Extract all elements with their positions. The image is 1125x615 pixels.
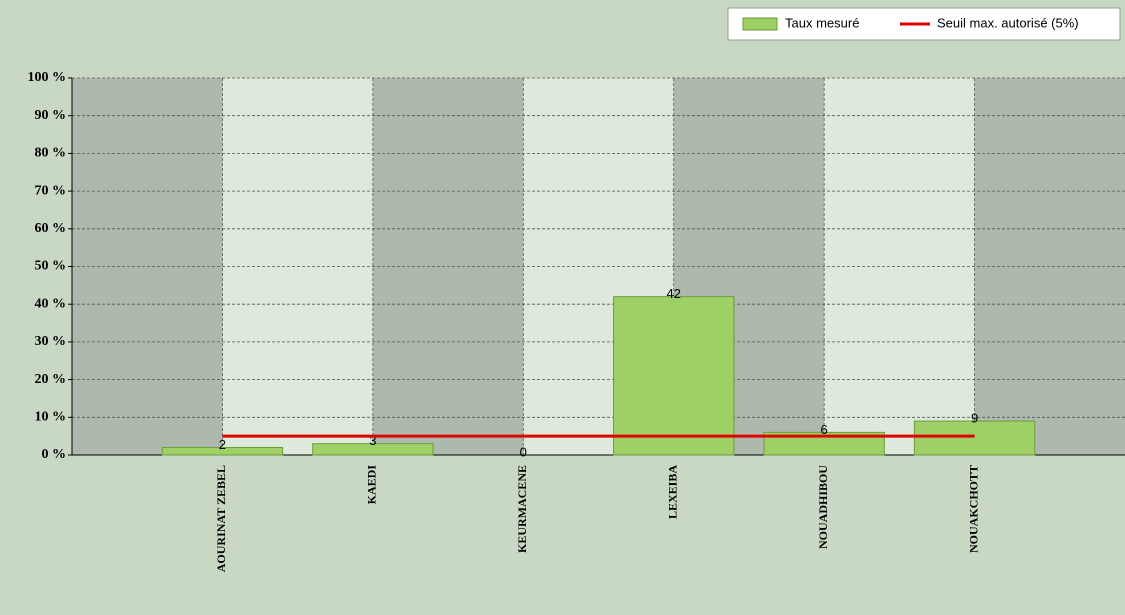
bar [161,446,284,456]
y-tick-label: 30 % [35,334,67,349]
data-label: 3 [369,433,376,448]
y-tick-label: 0 % [42,447,67,462]
x-tick-label: NOUAKCHOTT [966,465,980,553]
x-tick-label: LEXEIBA [665,465,679,519]
data-label: 6 [821,422,828,437]
y-tick-label: 40 % [35,296,67,311]
bar [913,420,1036,456]
y-tick-label: 80 % [35,146,67,161]
y-tick-label: 100 % [28,70,67,85]
data-label: 2 [219,437,226,452]
y-tick-label: 50 % [35,259,67,274]
x-tick-label: AOURINAT ZEBEL [214,465,228,572]
y-tick-label: 20 % [35,372,67,387]
y-tick-label: 90 % [35,108,67,123]
bar [312,443,434,456]
x-tick-label: NOUADHIBOU [816,465,830,549]
y-tick-label: 60 % [35,221,67,236]
legend-swatch [742,17,778,31]
legend-label: Seuil max. autorisé (5%) [937,15,1079,30]
y-tick-label: 70 % [35,183,67,198]
data-label: 42 [666,286,680,301]
bar [763,431,885,456]
legend-label: Taux mesuré [785,15,859,30]
data-label: 9 [971,411,978,426]
x-tick-label: KEURMACENE [515,465,529,553]
bar [613,296,735,456]
y-tick-label: 10 % [35,410,67,425]
x-tick-label: KAEDI [365,465,379,505]
data-label: 0 [520,444,527,459]
